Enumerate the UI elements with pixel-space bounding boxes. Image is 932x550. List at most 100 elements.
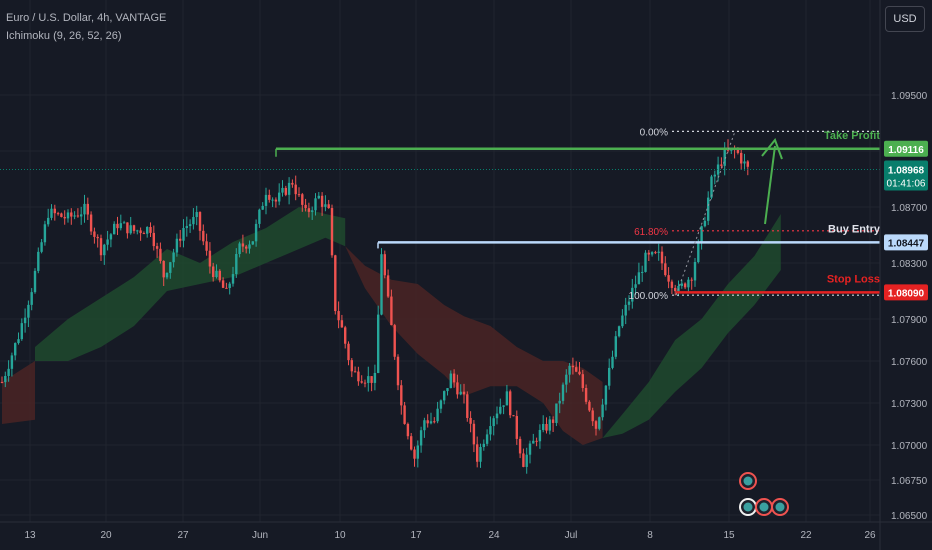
candle	[76, 208, 80, 218]
event-icon-flag	[743, 476, 753, 486]
ichimoku-cloud	[2, 207, 781, 445]
time-tick-label: 8	[647, 530, 653, 541]
candle	[324, 195, 327, 212]
candle-body	[716, 164, 720, 175]
candle	[410, 432, 413, 451]
candle-body	[146, 226, 149, 234]
buy-entry-price-tag: 1.08447	[888, 238, 925, 249]
currency-button[interactable]: USD	[885, 6, 925, 32]
stop-loss-price-tag: 1.08090	[888, 288, 925, 299]
candle	[218, 269, 221, 283]
candle-body	[568, 365, 571, 375]
candle	[433, 417, 436, 424]
time-axis[interactable]: 13 20 27 Jun 10 17 24 Jul 8 15 22 26	[0, 521, 932, 541]
candle	[528, 440, 532, 464]
candle-body	[136, 230, 139, 232]
candle-body	[334, 255, 337, 312]
candle-body	[278, 192, 281, 202]
cloud-bullish	[602, 214, 781, 438]
time-tick-label: Jul	[565, 530, 578, 541]
current-price-tag: 1.08968	[888, 165, 925, 176]
candle	[406, 422, 410, 440]
candle	[119, 214, 122, 231]
candle-body	[614, 336, 617, 357]
candle	[122, 220, 126, 224]
candle-body	[723, 148, 726, 166]
candle	[47, 208, 50, 227]
candle-body	[525, 454, 528, 467]
candle	[139, 227, 142, 241]
candle	[93, 227, 96, 244]
candle	[297, 187, 301, 197]
candle	[27, 300, 30, 328]
candle-body	[132, 225, 136, 231]
candle-body	[50, 208, 53, 218]
candle-body	[182, 228, 185, 241]
symbol-title: Euro / U.S. Dollar, 4h, VANTAGE	[6, 12, 167, 24]
candle	[489, 416, 492, 441]
candle	[380, 248, 383, 316]
candle-body	[254, 223, 258, 242]
candle-body	[459, 391, 462, 395]
candle-body	[558, 400, 561, 404]
candle-body	[452, 373, 456, 383]
candle-body	[271, 199, 274, 201]
candle-body	[363, 382, 367, 384]
candle	[578, 362, 581, 376]
candle	[132, 224, 136, 234]
candle-body	[367, 376, 370, 383]
candle-body	[594, 421, 598, 429]
candle-body	[129, 225, 132, 234]
candle-body	[518, 438, 522, 454]
candle	[614, 331, 617, 360]
candle	[621, 309, 624, 329]
candle-body	[264, 194, 268, 206]
candle	[251, 241, 254, 246]
cloud-bullish	[35, 207, 346, 361]
candle	[261, 202, 264, 210]
candle-body	[690, 279, 693, 281]
candle	[152, 225, 155, 251]
candle	[654, 250, 657, 255]
candle-body	[261, 205, 264, 210]
candle-body	[344, 327, 347, 344]
candle-body	[575, 367, 578, 372]
candle	[584, 384, 588, 405]
candle-body	[383, 254, 386, 276]
candle-body	[720, 164, 723, 166]
indicator-legend[interactable]: Ichimoku (9, 26, 52, 26)	[6, 30, 122, 42]
candle-body	[683, 283, 687, 288]
buy-entry-price-tag-bg	[884, 234, 928, 251]
grid-lines	[0, 0, 880, 522]
candle-body	[644, 252, 647, 272]
candle	[192, 208, 195, 230]
candle	[551, 416, 555, 432]
candle-body	[743, 161, 746, 164]
candle	[588, 400, 591, 412]
candle	[63, 210, 66, 225]
candle	[334, 254, 337, 315]
candle	[344, 325, 347, 349]
candle	[657, 243, 660, 261]
candle-body	[304, 204, 307, 209]
candle	[555, 403, 558, 427]
price-axis[interactable]: 1.095001.091001.087001.083001.079001.076…	[879, 0, 932, 550]
economic-events[interactable]	[739, 472, 789, 516]
candle	[720, 157, 723, 169]
candle	[40, 239, 43, 254]
candle	[452, 369, 456, 388]
bar-countdown: 01:41:06	[887, 178, 926, 189]
candle	[14, 342, 17, 361]
candle	[670, 279, 674, 295]
candle-body	[697, 241, 700, 263]
candle	[419, 426, 423, 453]
candle	[647, 249, 650, 262]
candle-body	[126, 222, 129, 234]
candle-body	[208, 250, 212, 267]
candle-body	[565, 374, 568, 385]
candle	[664, 256, 667, 277]
candle	[746, 160, 749, 176]
candle-body	[238, 243, 241, 255]
candle	[340, 314, 344, 328]
